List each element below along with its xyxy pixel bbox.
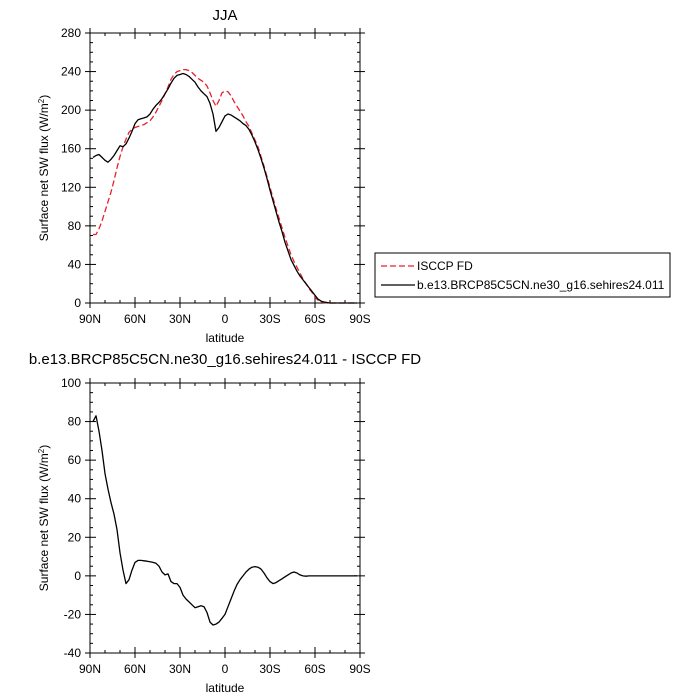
plot-frame	[89, 32, 361, 304]
y-tick-label: 20	[68, 530, 82, 544]
y-tick-label: 60	[68, 453, 82, 467]
x-axis-label: latitude	[206, 681, 245, 695]
y-tick-label: -20	[64, 607, 82, 621]
x-tick-label: 90N	[79, 312, 101, 326]
y-tick-label: 80	[68, 415, 82, 429]
y-tick-label: -40	[64, 646, 82, 660]
x-tick-label: 90S	[349, 312, 370, 326]
plot-frame	[89, 382, 361, 654]
y-tick-label: 40	[68, 257, 82, 271]
chart-2: b.e13.BRCP85C5CN.ne30_g16.sehires24.011 …	[29, 351, 421, 695]
y-tick-label: 0	[74, 296, 81, 310]
x-tick-label: 60N	[124, 312, 146, 326]
series-line-1	[92, 415, 357, 626]
x-tick-label: 90S	[349, 662, 370, 676]
y-axis-label: Surface net SW flux (W/m2)	[37, 445, 52, 591]
x-tick-label: 90N	[79, 662, 101, 676]
y-tick-label: 240	[61, 65, 81, 79]
chart-1: JJA 0 40 80 120 160 200 240 280 90N 60N 30N 0 30S 60S 9…	[37, 7, 671, 345]
legend-label-1: ISCCP FD	[417, 259, 473, 273]
x-tick-label: 60S	[304, 662, 325, 676]
y-tick-label: 120	[61, 180, 81, 194]
series-line-2	[92, 72, 357, 304]
x-tick-label: 30S	[259, 312, 280, 326]
y-tick-label: 200	[61, 103, 81, 117]
legend-label-2: b.e13.BRCP85C5CN.ne30_g16.sehires24.011	[417, 278, 665, 292]
y-tick-label: 100	[61, 376, 81, 390]
y-tick-label: 40	[68, 492, 82, 506]
chart-title: JJA	[212, 7, 237, 24]
x-tick-label: 60S	[304, 312, 325, 326]
legend-box	[374, 252, 671, 298]
x-tick-label: 60N	[124, 662, 146, 676]
chart-title: b.e13.BRCP85C5CN.ne30_g16.sehires24.011 …	[29, 351, 421, 368]
y-tick-label: 280	[61, 26, 81, 40]
x-tick-label: 30S	[259, 662, 280, 676]
series-line-1	[93, 68, 357, 304]
x-tick-label: 30N	[169, 662, 191, 676]
x-axis-label: latitude	[206, 331, 245, 345]
y-axis-label: Surface net SW flux (W/m2)	[37, 95, 52, 241]
y-tick-label: 160	[61, 142, 81, 156]
x-tick-label: 0	[222, 662, 229, 676]
x-tick-label: 30N	[169, 312, 191, 326]
x-tick-label: 0	[222, 312, 229, 326]
y-tick-label: 80	[68, 219, 82, 233]
y-tick-label: 0	[74, 569, 81, 583]
